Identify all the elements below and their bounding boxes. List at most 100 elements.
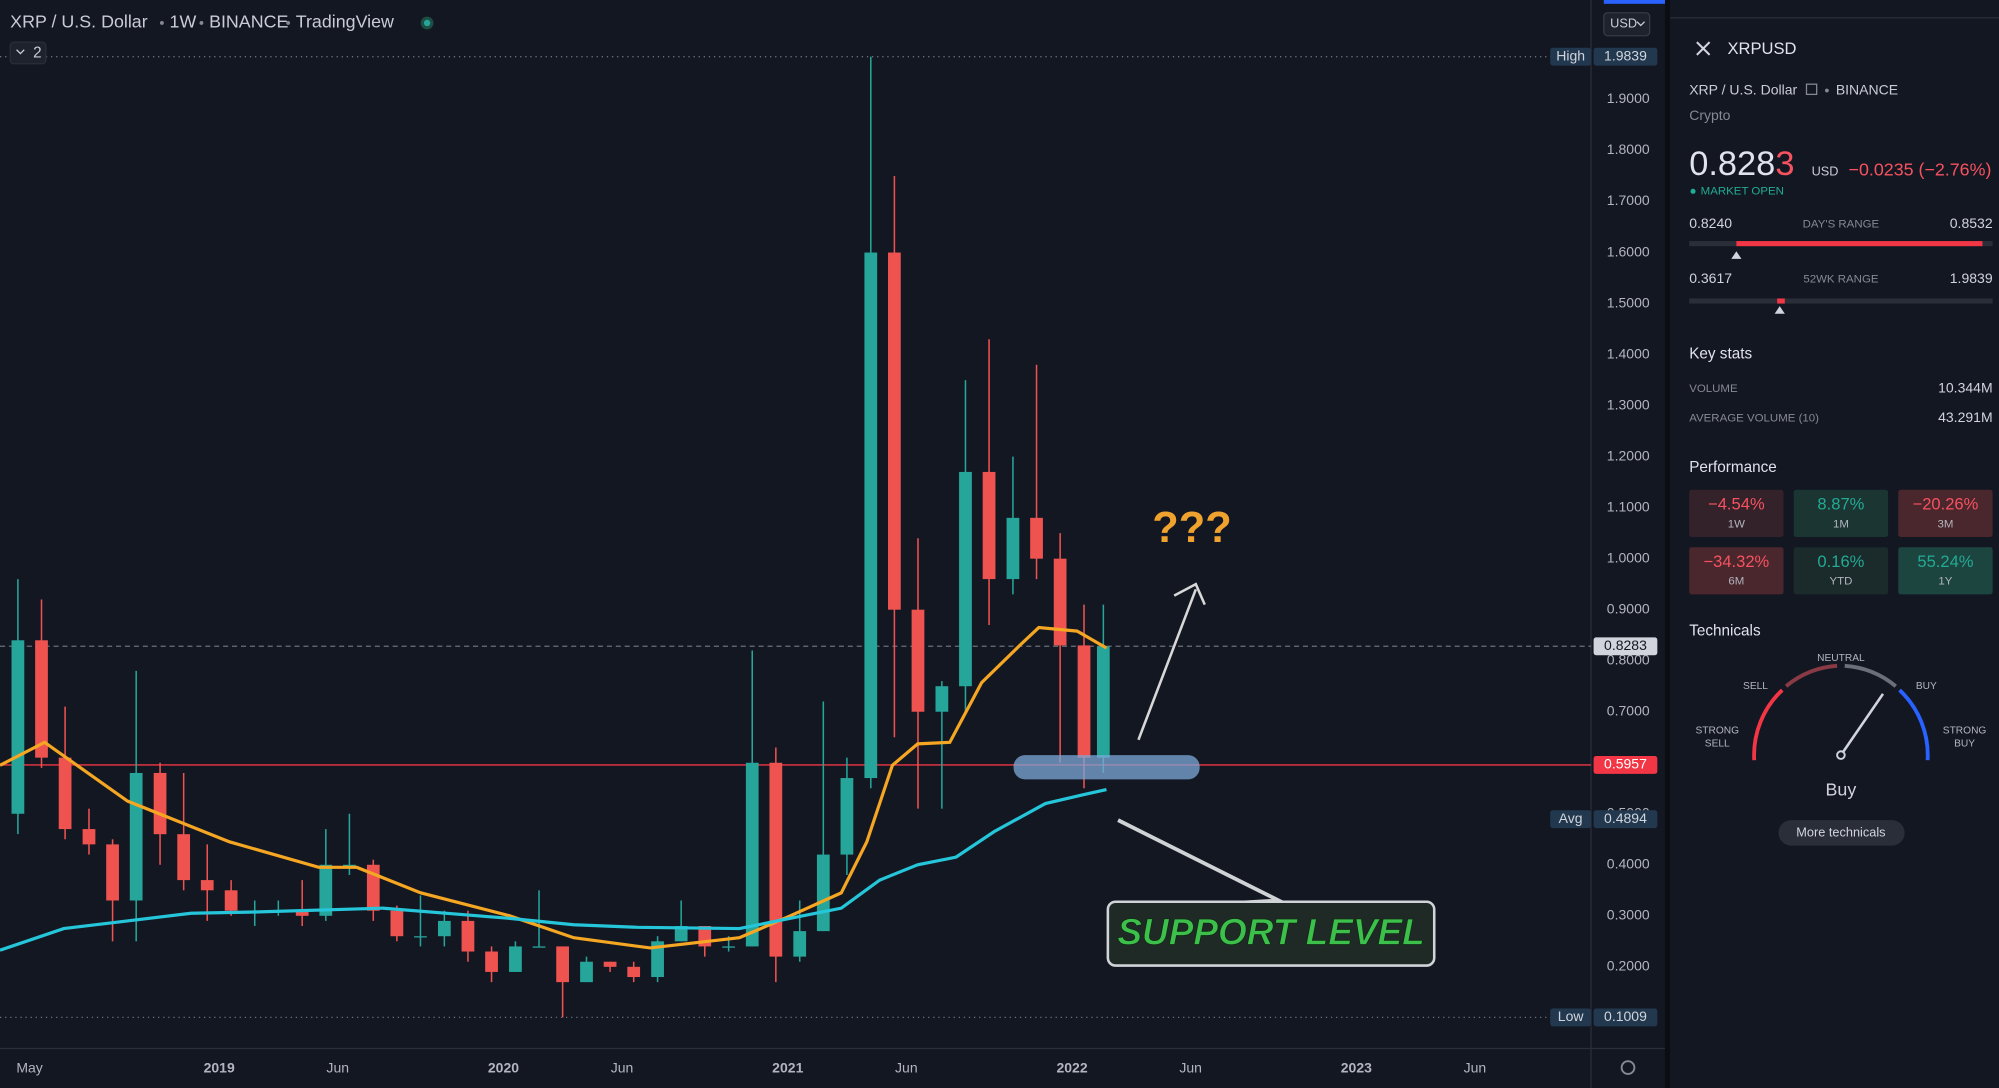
perf-period: 1Y	[1938, 576, 1952, 588]
y-tick-label: 0.3000	[1607, 907, 1650, 923]
more-button[interactable]	[1778, 820, 1905, 846]
gauge-arc	[1752, 688, 1784, 761]
candle-body	[722, 946, 736, 948]
candle-body	[437, 920, 451, 937]
candle-body	[745, 762, 759, 947]
moving-averages	[0, 625, 1108, 952]
x-tick-label: Jun	[1179, 1060, 1202, 1076]
ticker: XRPUSD	[1727, 39, 1796, 58]
settings-icon[interactable]	[1620, 1060, 1636, 1075]
sep	[199, 21, 204, 25]
section-title: Key stats	[1689, 346, 1752, 363]
x-tick-label: May	[16, 1060, 42, 1076]
candle-body	[224, 890, 238, 911]
candle-body	[864, 252, 878, 779]
price-currency: USD	[1812, 164, 1839, 179]
price-tag-value: 0.8283	[1604, 637, 1647, 653]
stat-value: 43.291M	[1938, 409, 1993, 425]
price-tag-name-box	[1550, 47, 1592, 66]
candle-body	[485, 951, 498, 972]
price-tag-name-box	[1550, 1008, 1592, 1027]
price-tag	[1593, 47, 1658, 66]
y-tick-label: 1.7000	[1607, 192, 1650, 208]
price-tag-value: 0.5957	[1604, 756, 1647, 772]
gauge-label: BUY	[1954, 738, 1975, 749]
candle-body	[580, 961, 593, 983]
brand: TradingView	[296, 12, 394, 32]
price-tag	[1593, 637, 1658, 656]
x-tick-label: 2022	[1056, 1060, 1087, 1076]
x-tick-label: Jun	[895, 1060, 918, 1076]
range-high: 0.8532	[1950, 215, 1993, 231]
currency-select[interactable]	[1603, 12, 1651, 37]
y-tick-label: 1.0000	[1607, 549, 1650, 565]
price-tag-value: 0.1009	[1604, 1008, 1647, 1024]
candle-body	[651, 941, 664, 978]
y-tick-label: 1.5000	[1607, 294, 1650, 310]
indicator-toggle[interactable]	[9, 41, 47, 65]
price-tag-name: Low	[1558, 1008, 1585, 1024]
section-title: Technicals	[1689, 622, 1761, 639]
price-change: −0.0235 (−2.76%)	[1849, 160, 1992, 180]
more-button-label[interactable]: More technicals	[1796, 824, 1885, 839]
gauge-needle	[1839, 693, 1885, 756]
candle-body	[1077, 645, 1091, 758]
range-fill	[1777, 298, 1785, 304]
stat-label: VOLUME	[1689, 383, 1738, 395]
y-tick-label: 0.9000	[1607, 600, 1650, 616]
candle-body	[58, 757, 72, 830]
x-tick-label: Jun	[326, 1060, 349, 1076]
close-icon[interactable]	[1696, 41, 1711, 56]
candle-body	[11, 640, 25, 814]
moving-average	[0, 787, 1107, 952]
candle-body	[1006, 517, 1020, 580]
axes: 0.20000.30000.40000.50000.60000.70000.80…	[16, 47, 1658, 1076]
candle-body	[1030, 517, 1043, 559]
candle-body	[603, 961, 617, 967]
y-tick-label: 1.6000	[1607, 243, 1650, 259]
y-tick-label: 1.2000	[1607, 447, 1650, 463]
x-tick-label: 2023	[1341, 1060, 1372, 1076]
candle-body	[414, 936, 427, 938]
range-marker	[1774, 306, 1785, 314]
candle-body	[816, 854, 830, 932]
x-tick-label: Jun	[1464, 1060, 1487, 1076]
interval[interactable]: 1W	[170, 12, 197, 32]
candle-body	[793, 931, 807, 957]
panel-exchange: BINANCE	[1836, 81, 1898, 97]
price-main: 0.828	[1689, 145, 1775, 183]
gauge-label: STRONG	[1695, 726, 1739, 737]
perf-cell	[1793, 547, 1889, 595]
question-note: ???	[1152, 504, 1231, 552]
gauge-arc	[1898, 688, 1930, 761]
y-tick-label: 0.2000	[1607, 958, 1650, 974]
perf-cell	[1793, 489, 1889, 537]
candle-body	[959, 471, 972, 687]
perf-value: 55.24%	[1917, 552, 1973, 571]
candle-body	[627, 966, 641, 978]
external-link[interactable]	[1805, 83, 1818, 96]
candle-body	[532, 946, 546, 948]
x-tick-label: 2020	[488, 1060, 519, 1076]
range-track	[1689, 298, 1993, 304]
y-tick-label: 0.4000	[1607, 855, 1650, 871]
candle-body	[153, 772, 167, 835]
perf-period: 3M	[1937, 518, 1953, 530]
candle-body	[769, 762, 783, 957]
price-tag	[1593, 756, 1658, 774]
perf-value: 8.87%	[1817, 494, 1864, 513]
candle-body	[935, 686, 949, 712]
candle-body	[509, 946, 522, 972]
price-tag	[1593, 1008, 1658, 1027]
x-tick-label: 2021	[772, 1060, 803, 1076]
stat-label: AVERAGE VOLUME (10)	[1689, 412, 1819, 424]
range-marker	[1731, 251, 1742, 259]
gauge-arc	[1784, 663, 1838, 688]
y-tick-label: 1.9000	[1607, 90, 1650, 106]
symbol-name: XRP / U.S. Dollar	[10, 12, 148, 32]
perf-period: 1M	[1833, 518, 1849, 530]
chevron	[16, 49, 25, 55]
currency: USD	[1610, 16, 1637, 31]
